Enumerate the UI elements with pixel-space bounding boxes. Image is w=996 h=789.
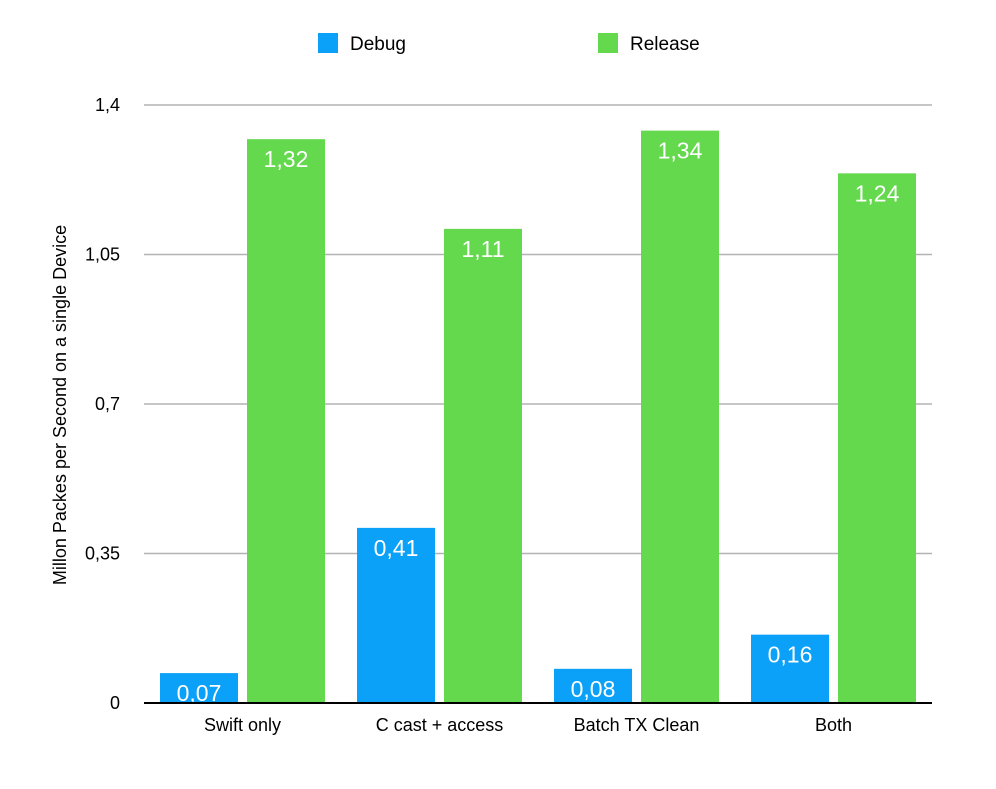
x-tick-label: Both	[815, 715, 852, 735]
bar-release	[641, 130, 719, 704]
x-tick-label: C cast + access	[376, 715, 504, 735]
y-tick-label: 1,4	[95, 95, 120, 115]
bars: 0,07 1,32 0,41 1,11 0,08 1,34 0,16 1,24	[160, 130, 916, 706]
x-tick-label: Batch TX Clean	[574, 715, 700, 735]
y-tick-label: 0	[110, 693, 120, 713]
bar-release	[838, 173, 916, 704]
legend: Debug Release	[318, 33, 700, 55]
x-tick-label: Swift only	[204, 715, 281, 735]
y-tick-label: 0,35	[85, 544, 120, 564]
data-label-release: 1,24	[855, 180, 900, 206]
data-label-debug: 0,16	[768, 642, 813, 668]
data-label-release: 1,11	[461, 236, 504, 262]
legend-label-release: Release	[630, 34, 700, 55]
bar-release	[247, 139, 325, 703]
y-axis-label: Millon Packes per Second on a single Dev…	[50, 225, 70, 585]
x-axis-categories: Swift only C cast + access Batch TX Clean B…	[204, 715, 852, 735]
bar-debug	[751, 634, 829, 703]
bar-release	[444, 228, 522, 703]
bar-debug	[160, 673, 238, 703]
data-label-debug: 0,08	[571, 676, 616, 702]
y-tick-label: 0,7	[95, 394, 120, 414]
y-tick-label: 1,05	[85, 245, 120, 265]
bar-debug	[357, 527, 435, 703]
legend-swatch-debug	[318, 33, 338, 53]
data-label-debug: 0,07	[177, 680, 222, 706]
bar-debug	[554, 668, 632, 703]
y-axis-ticks: 0 0,35 0,7 1,05 1,4	[85, 95, 120, 713]
data-label-release: 1,34	[658, 138, 703, 164]
legend-label-debug: Debug	[350, 34, 406, 55]
data-label-release: 1,32	[264, 146, 309, 172]
data-label-debug: 0,41	[374, 535, 419, 561]
legend-swatch-release	[598, 33, 618, 53]
